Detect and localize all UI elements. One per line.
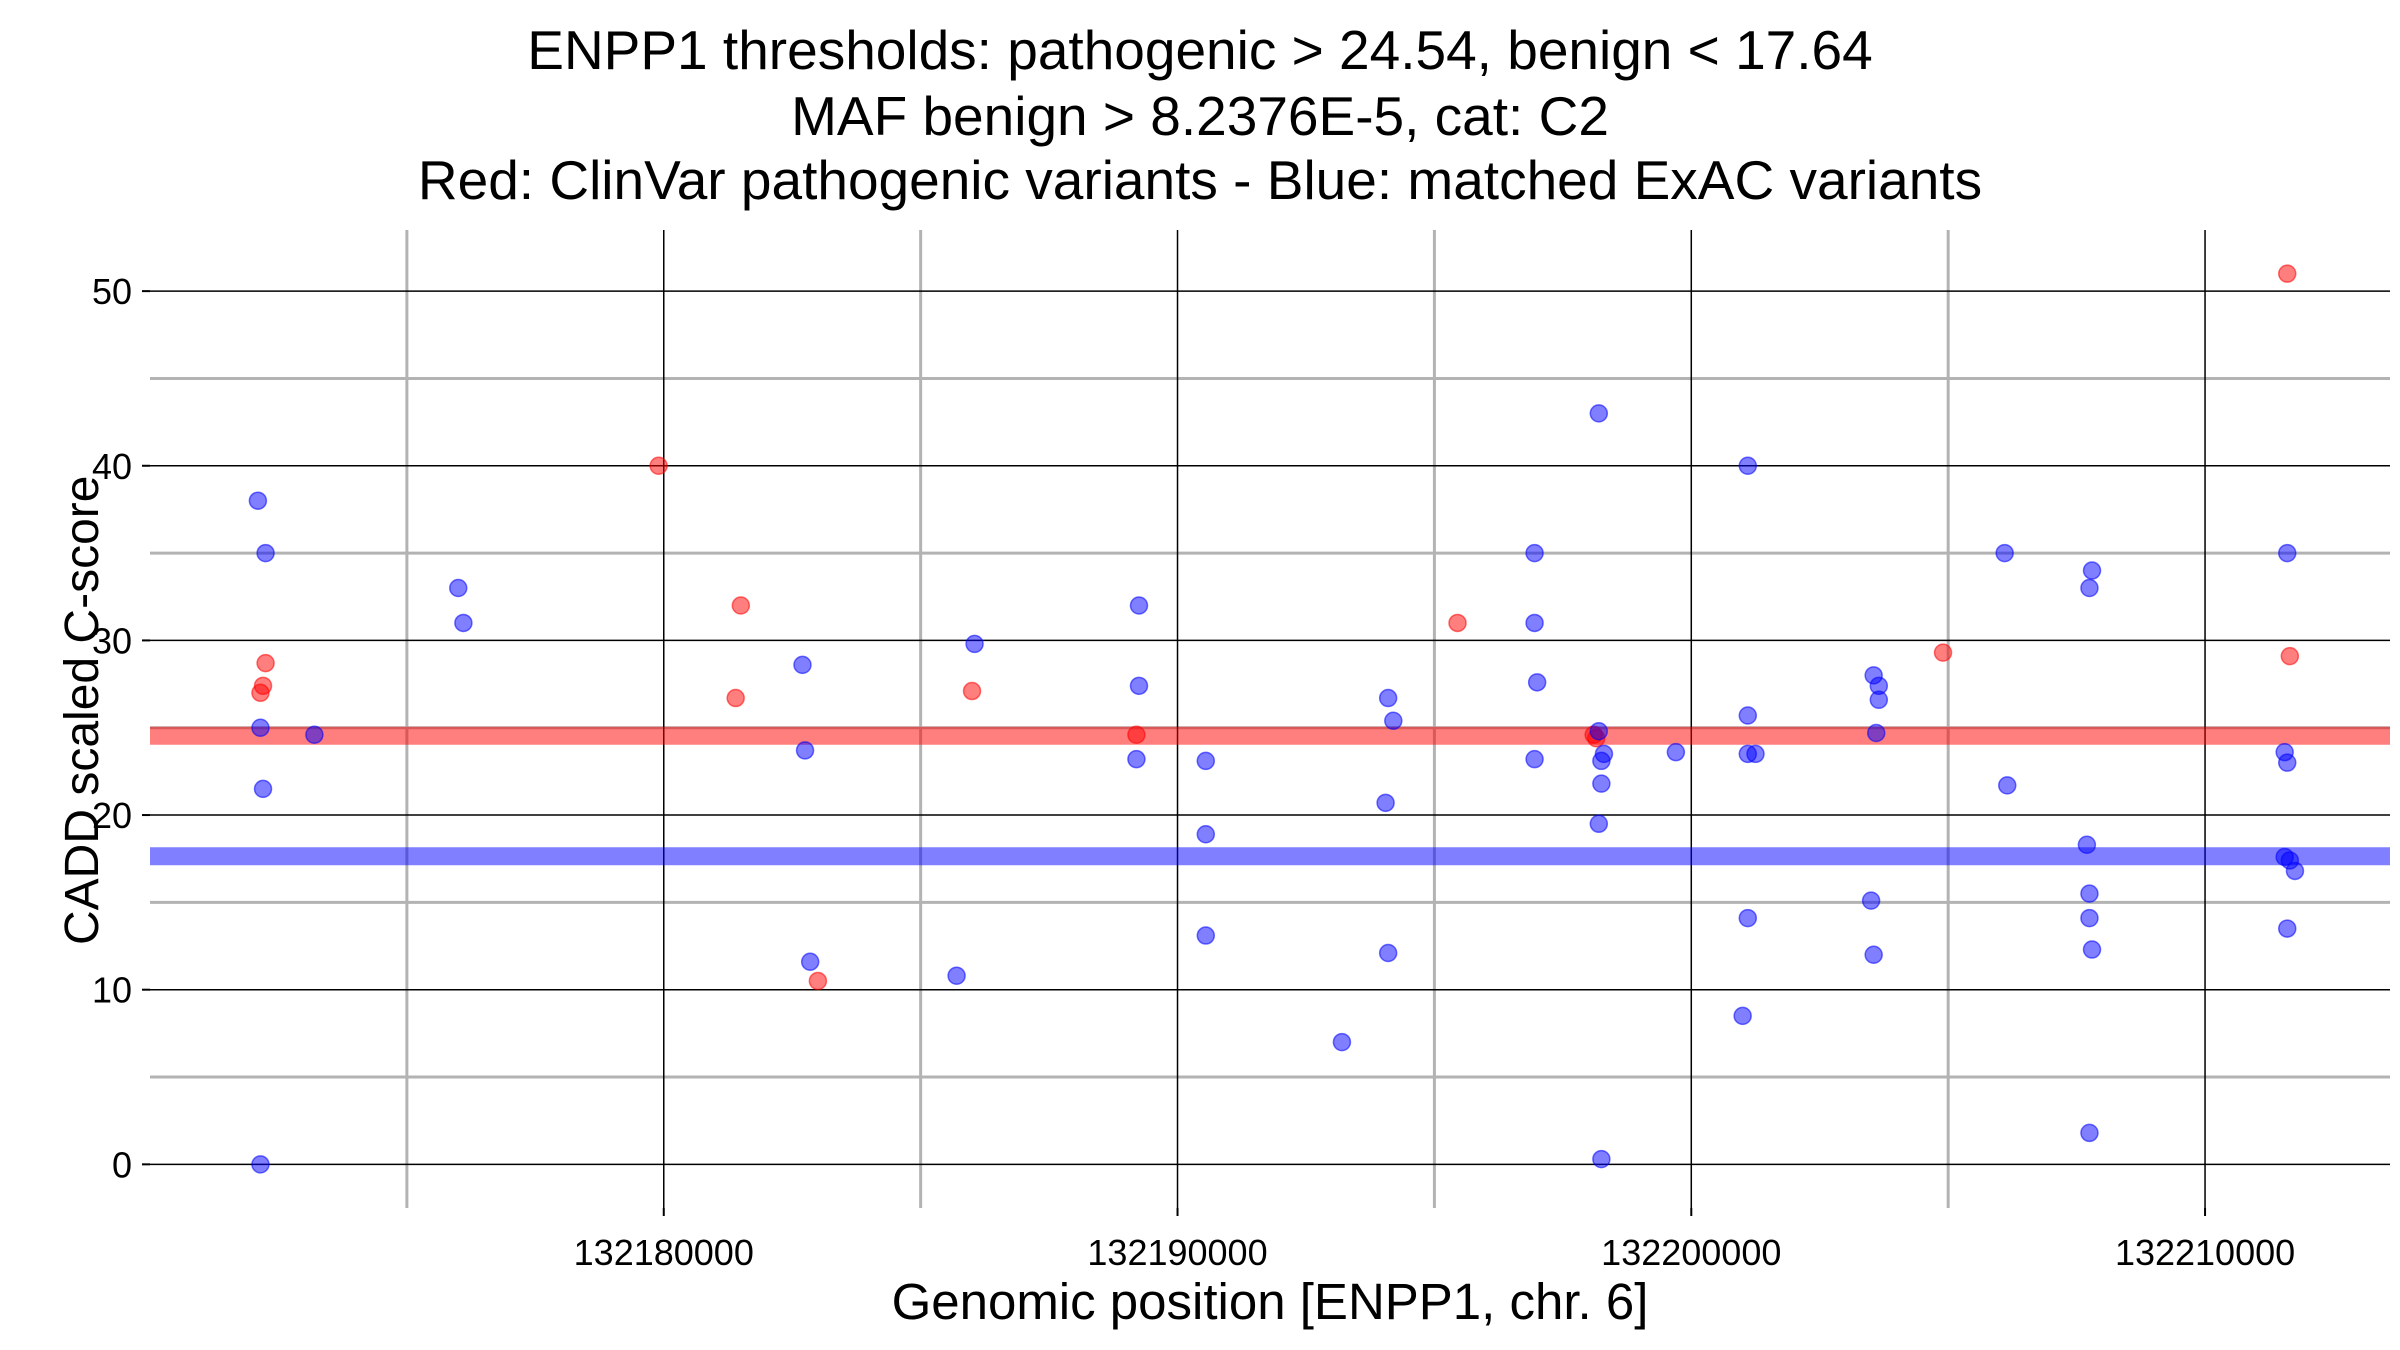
data-point — [731, 596, 751, 615]
data-point — [2080, 578, 2099, 598]
x-tick-label: 132210000 — [2115, 1232, 2295, 1273]
major-grid — [150, 230, 2390, 1208]
y-axis-label: CADD scaled C-score — [56, 475, 109, 945]
y-tick-label: 40 — [92, 446, 132, 487]
data-point — [1997, 776, 2017, 795]
y-tick-label: 50 — [92, 271, 132, 312]
data-point — [2082, 561, 2102, 580]
data-point — [1196, 751, 1216, 771]
data-point — [1332, 1032, 1352, 1052]
data-point — [1746, 744, 1765, 764]
data-point — [251, 683, 270, 703]
data-point — [965, 634, 984, 654]
data-point — [1592, 751, 1611, 771]
data-point — [2277, 919, 2297, 938]
data-point — [1589, 721, 1609, 741]
data-point — [1384, 711, 1403, 730]
data-point — [253, 779, 273, 799]
minor-grid — [150, 230, 2390, 1208]
data-point — [2285, 861, 2305, 881]
data-point — [2277, 543, 2297, 563]
data-point — [1592, 1149, 1611, 1169]
y-axis: 0 10 20 30 40 50 — [92, 271, 150, 1185]
x-tick-label: 132180000 — [574, 1232, 754, 1273]
data-point — [454, 613, 473, 633]
data-point — [1733, 1006, 1752, 1026]
data-point — [2080, 1123, 2099, 1143]
y-tick-label: 10 — [92, 970, 132, 1011]
data-point — [1589, 814, 1609, 834]
data-point — [1527, 673, 1547, 692]
data-point — [2280, 646, 2300, 666]
x-tick-label: 132190000 — [1087, 1232, 1267, 1273]
data-point — [1127, 749, 1146, 769]
data-point — [1525, 749, 1544, 769]
data-point — [251, 718, 270, 737]
data-point — [2277, 264, 2297, 283]
data-point — [251, 1155, 270, 1174]
data-point — [726, 688, 745, 708]
data-point — [1738, 908, 1758, 928]
threshold-lines — [150, 726, 2390, 866]
data-point — [947, 966, 966, 985]
x-tick-label: 132200000 — [1601, 1232, 1781, 1273]
data-point — [1666, 742, 1686, 762]
data-point — [256, 653, 275, 673]
data-point — [2082, 940, 2102, 959]
data-point — [2277, 753, 2297, 772]
data-point — [449, 578, 468, 598]
data-point — [1196, 926, 1216, 945]
data-point — [800, 952, 820, 972]
data-point — [1376, 793, 1395, 813]
data-points — [248, 264, 2305, 1174]
data-point — [1378, 688, 1398, 708]
data-point — [795, 741, 815, 760]
data-point — [1738, 456, 1758, 476]
data-point — [1525, 613, 1544, 633]
data-point — [793, 655, 812, 675]
data-point — [1378, 943, 1398, 963]
data-point — [808, 971, 828, 991]
chart-title-line-1: ENPP1 thresholds: pathogenic > 24.54, be… — [527, 19, 1873, 81]
data-point — [1196, 825, 1216, 844]
y-tick-label: 20 — [92, 795, 132, 836]
data-point — [1589, 404, 1609, 423]
data-point — [1866, 723, 1886, 743]
data-point — [1448, 613, 1467, 633]
data-point — [1861, 891, 1881, 910]
x-axis: 132180000 132190000 132200000 132210000 — [574, 1208, 2295, 1273]
x-axis-label: Genomic position [ENPP1, chr. 6] — [891, 1273, 1649, 1330]
data-point — [1995, 543, 2014, 563]
y-tick-label: 30 — [92, 620, 132, 661]
data-point — [256, 543, 275, 563]
chart-title-line-2: MAF benign > 8.2376E-5, cat: C2 — [791, 85, 1609, 147]
data-point — [1129, 676, 1149, 696]
chart-title-line-3: Red: ClinVar pathogenic variants - Blue:… — [417, 149, 1983, 211]
data-point — [2077, 835, 2097, 854]
data-point — [2080, 884, 2099, 903]
data-point — [649, 456, 668, 476]
data-point — [1592, 774, 1611, 793]
data-point — [962, 681, 982, 701]
data-point — [1525, 543, 1544, 563]
data-point — [1127, 725, 1146, 744]
data-point — [2080, 908, 2099, 928]
y-tick-label: 0 — [112, 1144, 132, 1185]
data-point — [1864, 945, 1883, 965]
data-point — [1738, 706, 1758, 725]
data-point — [248, 491, 268, 510]
data-point — [305, 725, 324, 744]
data-point — [1933, 643, 1953, 662]
data-point — [1129, 596, 1149, 615]
data-point — [1869, 690, 1889, 710]
